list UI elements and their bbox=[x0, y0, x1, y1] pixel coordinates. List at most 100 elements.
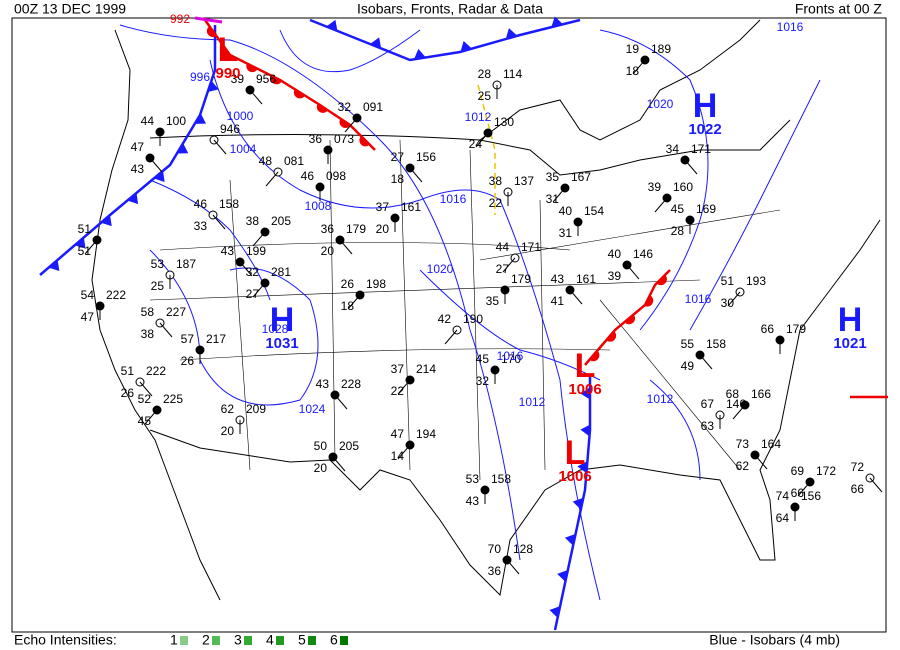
station-pressure: 158 bbox=[706, 337, 726, 351]
front-triangle bbox=[551, 16, 563, 28]
wind-barb bbox=[397, 444, 411, 460]
station-temp: 55 bbox=[681, 337, 695, 351]
wind-barb bbox=[339, 239, 353, 255]
wind-barb bbox=[506, 559, 520, 575]
echo-label: Echo Intensities: bbox=[14, 632, 117, 648]
front-triangle bbox=[74, 237, 86, 249]
isobar-labels: 9929961000100410081012101610201020102810… bbox=[170, 12, 804, 416]
isobar-label: 1016 bbox=[497, 349, 524, 363]
wind-barb bbox=[797, 481, 811, 497]
isobar-label: 1020 bbox=[427, 262, 454, 276]
center-value: 1006 bbox=[568, 381, 601, 398]
station-temp: 42 bbox=[438, 312, 452, 326]
station-dewpoint: 47 bbox=[81, 310, 95, 324]
station-dewpoint: 27 bbox=[246, 287, 260, 301]
front-triangle bbox=[572, 497, 584, 510]
wind-barb bbox=[626, 264, 640, 280]
great-lakes-border bbox=[479, 19, 761, 141]
station-pressure: 171 bbox=[691, 142, 711, 156]
station-dewpoint: 43 bbox=[466, 494, 480, 508]
station-dewpoint: 33 bbox=[194, 219, 208, 233]
station-temp: 58 bbox=[141, 305, 155, 319]
center-letter: L bbox=[218, 31, 239, 69]
echo-level: 6 bbox=[330, 632, 338, 648]
station-pressure: 160 bbox=[673, 180, 693, 194]
station-temp: 44 bbox=[141, 114, 155, 128]
station-pressure: 167 bbox=[571, 170, 591, 184]
station-dewpoint: 63 bbox=[701, 419, 715, 433]
isobar bbox=[209, 59, 601, 601]
station-pressure: 193 bbox=[746, 274, 766, 288]
isobar-label: 1016 bbox=[440, 192, 467, 206]
front-semicircle bbox=[339, 118, 351, 128]
station-temp: 51 bbox=[121, 364, 135, 378]
front-semicircle bbox=[316, 103, 328, 113]
station-dewpoint: 18 bbox=[341, 299, 355, 313]
station-dewpoint: 22 bbox=[391, 384, 405, 398]
station-temp: 53 bbox=[151, 257, 165, 271]
station-pressure: 189 bbox=[651, 42, 671, 56]
echo-level: 1 bbox=[170, 632, 178, 648]
station-pressure: 179 bbox=[346, 222, 366, 236]
center-value: 1022 bbox=[688, 121, 721, 138]
station-temp: 47 bbox=[131, 140, 145, 154]
station-temp: 32 bbox=[246, 265, 260, 279]
center-letter: L bbox=[575, 347, 596, 385]
station-temp: 40 bbox=[559, 204, 573, 218]
wind-barb bbox=[159, 322, 173, 338]
trough bbox=[477, 84, 496, 215]
station-temp: 48 bbox=[259, 154, 273, 168]
isobar bbox=[149, 249, 319, 406]
isobar-label: 1024 bbox=[299, 402, 326, 416]
wind-barb bbox=[239, 261, 253, 277]
station-pressure: 222 bbox=[106, 288, 126, 302]
station-temp: 36 bbox=[309, 132, 323, 146]
station-temp: 39 bbox=[648, 180, 662, 194]
station-pressure: 171 bbox=[521, 240, 541, 254]
wind-barb bbox=[252, 282, 266, 298]
echo-swatch bbox=[340, 636, 348, 645]
station-temp: 32 bbox=[338, 100, 352, 114]
station-pressure: 158 bbox=[491, 472, 511, 486]
station-temp: 38 bbox=[489, 174, 503, 188]
station-temp: 74 bbox=[776, 489, 790, 503]
echo-level: 4 bbox=[266, 632, 274, 648]
front-semicircle bbox=[293, 89, 305, 99]
front-semicircle bbox=[246, 63, 258, 73]
header-left: 00Z 13 DEC 1999 bbox=[14, 1, 126, 17]
front-semicircle bbox=[606, 331, 617, 342]
front-semicircle bbox=[359, 136, 370, 147]
station-temp: 28 bbox=[478, 67, 492, 81]
station-pressure: 128 bbox=[513, 542, 533, 556]
station-pressure: 194 bbox=[416, 427, 436, 441]
station-dewpoint: 25 bbox=[151, 279, 165, 293]
station-pressure: 073 bbox=[334, 132, 354, 146]
front-triangle bbox=[326, 19, 338, 31]
echo-swatch bbox=[308, 636, 316, 645]
station-pressure: 199 bbox=[246, 244, 266, 258]
front-triangle bbox=[127, 192, 139, 205]
station-pressure: 222 bbox=[146, 364, 166, 378]
station-pressure: 146 bbox=[633, 247, 653, 261]
station-dewpoint: 66 bbox=[851, 482, 865, 496]
station-dewpoint: 64 bbox=[776, 511, 790, 525]
station-pressure: 164 bbox=[761, 437, 781, 451]
echo-swatch bbox=[244, 636, 252, 645]
station-temp: 70 bbox=[488, 542, 502, 556]
station-temp: 35 bbox=[546, 170, 560, 184]
station-temp: 69 bbox=[791, 464, 805, 478]
station-dewpoint: 20 bbox=[221, 424, 235, 438]
station-pressure: 161 bbox=[576, 272, 596, 286]
station-pressure: 179 bbox=[786, 322, 806, 336]
station-pressure: 098 bbox=[326, 169, 346, 183]
occluded-front bbox=[194, 16, 223, 24]
station-pressure: 154 bbox=[584, 204, 604, 218]
front-semicircle bbox=[644, 295, 654, 307]
front-triangle bbox=[505, 28, 518, 40]
front-symbols bbox=[48, 16, 667, 618]
isobar-label: 996 bbox=[190, 70, 210, 84]
station-pressure: 158 bbox=[219, 197, 239, 211]
station-pressure: 130 bbox=[494, 115, 514, 129]
